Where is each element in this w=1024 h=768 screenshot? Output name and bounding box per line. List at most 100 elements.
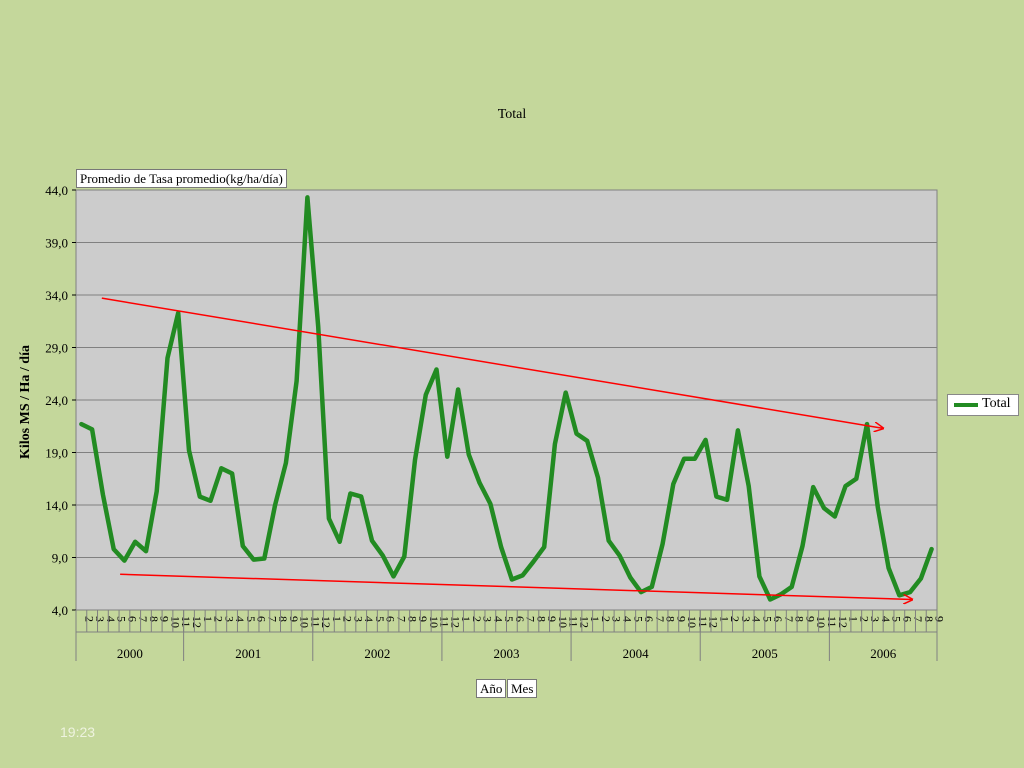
- year-label: 2006: [870, 646, 897, 661]
- month-label: 7: [911, 616, 925, 622]
- trend-arrow: [120, 573, 912, 599]
- month-label: 3: [351, 616, 365, 622]
- timestamp: 19:23: [60, 724, 96, 740]
- year-label: 2000: [117, 646, 143, 661]
- month-label: 5: [502, 616, 516, 622]
- month-label: 5: [373, 616, 387, 622]
- month-label: 8: [147, 616, 161, 622]
- month-label: 8: [664, 616, 678, 622]
- month-label: 10: [427, 616, 441, 628]
- y-tick-label: 39,0: [45, 236, 68, 251]
- grid-layer: [75, 189, 938, 611]
- month-label: 6: [900, 616, 914, 622]
- axis-field-button-month[interactable]: Mes: [507, 679, 538, 698]
- axis-field-button-year[interactable]: Año: [476, 679, 507, 698]
- month-label: 2: [341, 616, 355, 622]
- month-label: 2: [728, 616, 742, 622]
- month-label: 10: [168, 616, 182, 628]
- month-label: 11: [825, 616, 839, 628]
- month-label: 5: [760, 616, 774, 622]
- month-label: 4: [879, 616, 893, 622]
- month-label: 1: [588, 616, 602, 622]
- y-tick-layer: 4,0 9,0 14,0 19,0 24,0 29,0 34,0 39,0 44,0: [45, 183, 76, 618]
- month-label: 3: [868, 616, 882, 622]
- y-tick-label: 24,0: [45, 393, 68, 408]
- month-label: 2: [599, 616, 613, 622]
- month-label: 4: [104, 616, 118, 622]
- month-label: 9: [158, 616, 172, 622]
- year-label: 2004: [623, 646, 650, 661]
- year-label: 2002: [364, 646, 390, 661]
- month-label: 12: [448, 616, 462, 628]
- month-label: 12: [707, 616, 721, 628]
- series-layer: [79, 195, 934, 602]
- legend-label: Total: [982, 396, 1011, 411]
- trend-arrow: [101, 297, 883, 428]
- month-label: 8: [534, 616, 548, 622]
- month-label: 1: [201, 616, 215, 622]
- month-label: 5: [631, 616, 645, 622]
- month-label: 8: [793, 616, 807, 622]
- month-label: 3: [481, 616, 495, 622]
- month-label: 9: [287, 616, 301, 622]
- series-line-total: [79, 195, 934, 602]
- month-label: 2: [212, 616, 226, 622]
- month-label: 3: [739, 616, 753, 622]
- year-label: 2005: [752, 646, 778, 661]
- month-label: 2: [470, 616, 484, 622]
- trend-layer: [101, 297, 912, 599]
- month-label: 8: [922, 616, 936, 622]
- month-label: 7: [653, 616, 667, 622]
- month-label: 6: [642, 616, 656, 622]
- month-label: 5: [244, 616, 258, 622]
- month-label: 4: [750, 616, 764, 622]
- month-label: 1: [717, 616, 731, 622]
- y-tick-label: 4,0: [52, 603, 68, 618]
- month-label: 7: [394, 616, 408, 622]
- month-label: 11: [567, 616, 581, 628]
- year-label: 2001: [235, 646, 261, 661]
- month-label: 11: [696, 616, 710, 628]
- x-axis-layer: 2345678910112000121234567891011200112123…: [75, 610, 947, 661]
- month-label: 7: [782, 616, 796, 622]
- month-label: 6: [771, 616, 785, 622]
- legend-swatch: [954, 403, 978, 407]
- month-label: 4: [621, 616, 635, 622]
- month-label: 11: [438, 616, 452, 628]
- month-label: 9: [803, 616, 817, 622]
- data-field-button[interactable]: Promedio de Tasa promedio(kg/ha/día): [76, 169, 287, 188]
- month-label: 6: [513, 616, 527, 622]
- month-label: 7: [136, 616, 150, 622]
- month-label: 12: [836, 616, 850, 628]
- month-label: 7: [524, 616, 538, 622]
- month-label: 6: [384, 616, 398, 622]
- month-label: 3: [610, 616, 624, 622]
- month-label: 11: [308, 616, 322, 628]
- month-label: 8: [276, 616, 290, 622]
- y-tick-label: 14,0: [45, 498, 68, 513]
- month-label: 10: [556, 616, 570, 628]
- legend: Total: [947, 394, 1019, 416]
- month-label: 9: [416, 616, 430, 622]
- y-tick-label: 34,0: [45, 288, 68, 303]
- month-label: 10: [298, 616, 312, 628]
- month-label: 1: [330, 616, 344, 622]
- month-label: 1: [459, 616, 473, 622]
- month-label: 12: [190, 616, 204, 628]
- month-label: 9: [545, 616, 559, 622]
- month-label: 5: [890, 616, 904, 622]
- month-label: 12: [319, 616, 333, 628]
- y-tick-label: 44,0: [45, 183, 68, 198]
- y-tick-label: 29,0: [45, 341, 68, 356]
- month-label: 5: [115, 616, 129, 622]
- year-label: 2003: [494, 646, 520, 661]
- month-label: 2: [857, 616, 871, 622]
- month-label: 3: [93, 616, 107, 622]
- month-label: 1: [847, 616, 861, 622]
- chart-title: Total: [497, 107, 527, 122]
- y-tick-label: 19,0: [45, 446, 68, 461]
- month-label: 9: [674, 616, 688, 622]
- month-label: 4: [362, 616, 376, 622]
- month-label: 7: [265, 616, 279, 622]
- y-tick-label: 9,0: [52, 551, 68, 566]
